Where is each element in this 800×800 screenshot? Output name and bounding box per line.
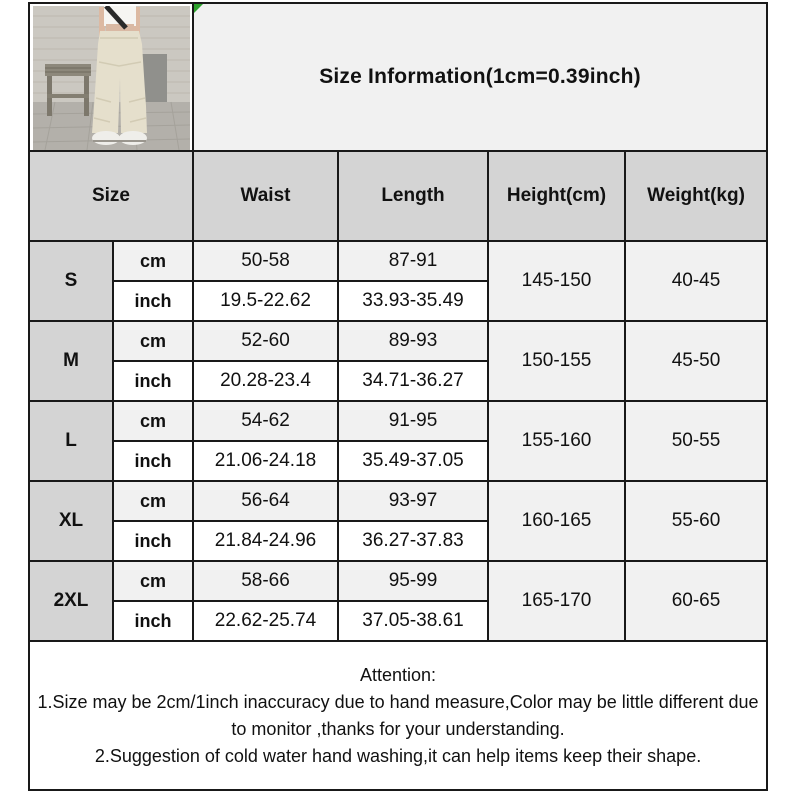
cell-xl-length-cm: 93-97: [337, 480, 489, 522]
unit-cm-label: cm: [112, 240, 194, 282]
attention-section: Attention: 1.Size may be 2cm/1inch inacc…: [27, 640, 769, 791]
size-label-xl: XL: [28, 480, 114, 562]
attention-note-1: 1.Size may be 2cm/1inch inaccuracy due t…: [37, 691, 759, 739]
photo-cargo-pants: [91, 30, 147, 133]
col-header-height: Height(cm): [487, 150, 626, 242]
col-header-length: Length: [337, 150, 489, 242]
cell-s-waist-inch: 19.5-22.62: [192, 280, 339, 322]
unit-inch-label: inch: [112, 600, 194, 642]
cell-xl-length-inch: 36.27-37.83: [337, 520, 489, 562]
size-info-title-cell: Size Information(1cm=0.39inch): [191, 2, 769, 152]
cell-l-waist-inch: 21.06-24.18: [192, 440, 339, 482]
cell-m-height: 150-155: [487, 320, 626, 402]
size-chart-table: Size Information(1cm=0.39inch) Size Wais…: [27, 2, 769, 791]
size-label-2xl: 2XL: [28, 560, 114, 642]
photo-bag-strap: [103, 5, 128, 30]
cell-m-length-cm: 89-93: [337, 320, 489, 362]
photo-model: [91, 5, 147, 145]
attention-note-2: 2.Suggestion of cold water hand washing,…: [94, 745, 702, 766]
cell-s-waist-cm: 50-58: [192, 240, 339, 282]
cell-s-weight: 40-45: [623, 240, 769, 322]
col-header-waist: Waist: [192, 150, 339, 242]
unit-cm-label: cm: [112, 400, 194, 442]
product-photo-cell: [28, 2, 194, 152]
photo-left-arm: [98, 6, 105, 37]
cell-m-waist-inch: 20.28-23.4: [192, 360, 339, 402]
cell-s-length-cm: 87-91: [337, 240, 489, 282]
cell-xl-waist-inch: 21.84-24.96: [192, 520, 339, 562]
attention-heading: Attention:: [359, 664, 437, 685]
unit-cm-label: cm: [112, 560, 194, 602]
cell-2xl-weight: 60-65: [623, 560, 769, 642]
cell-2xl-waist-inch: 22.62-25.74: [192, 600, 339, 642]
cell-l-height: 155-160: [487, 400, 626, 482]
photo-pants-folds: [93, 36, 146, 123]
col-header-weight: Weight(kg): [623, 150, 769, 242]
unit-inch-label: inch: [112, 280, 194, 322]
photo-stool: [44, 63, 91, 116]
cell-l-weight: 50-55: [623, 400, 769, 482]
cell-l-length-inch: 35.49-37.05: [337, 440, 489, 482]
unit-cm-label: cm: [112, 320, 194, 362]
size-label-s: S: [28, 240, 114, 322]
cell-xl-height: 160-165: [487, 480, 626, 562]
green-corner-marker-icon: [195, 5, 203, 13]
photo-left-shoe: [91, 130, 120, 145]
col-header-size: Size: [28, 150, 194, 242]
cell-2xl-length-cm: 95-99: [337, 560, 489, 602]
size-label-l: L: [28, 400, 114, 482]
cell-s-length-inch: 33.93-35.49: [337, 280, 489, 322]
cell-s-height: 145-150: [487, 240, 626, 322]
unit-inch-label: inch: [112, 520, 194, 562]
cell-xl-waist-cm: 56-64: [192, 480, 339, 522]
unit-cm-label: cm: [112, 480, 194, 522]
unit-inch-label: inch: [112, 360, 194, 402]
cell-m-length-inch: 34.71-36.27: [337, 360, 489, 402]
cell-2xl-height: 165-170: [487, 560, 626, 642]
unit-inch-label: inch: [112, 440, 194, 482]
cell-l-waist-cm: 54-62: [192, 400, 339, 442]
size-info-title: Size Information(1cm=0.39inch): [319, 65, 641, 88]
cell-l-length-cm: 91-95: [337, 400, 489, 442]
photo-right-shoe: [118, 130, 147, 145]
size-label-m: M: [28, 320, 114, 402]
product-photo-illustration: [32, 5, 190, 149]
cell-m-weight: 45-50: [623, 320, 769, 402]
cell-m-waist-cm: 52-60: [192, 320, 339, 362]
cell-2xl-waist-cm: 58-66: [192, 560, 339, 602]
cell-2xl-length-inch: 37.05-38.61: [337, 600, 489, 642]
photo-midriff: [105, 23, 134, 31]
photo-right-arm: [133, 6, 140, 37]
cell-xl-weight: 55-60: [623, 480, 769, 562]
